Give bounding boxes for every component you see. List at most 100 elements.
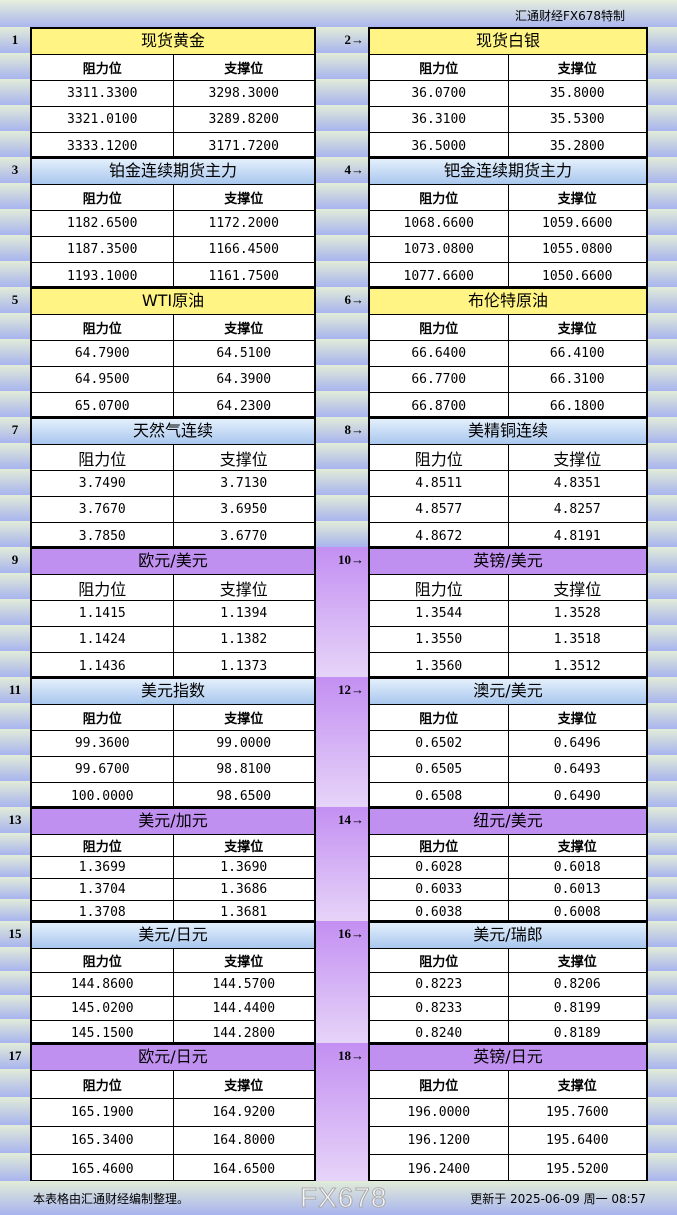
middle-divider	[316, 921, 368, 1043]
support-value: 164.8000	[212, 1133, 276, 1148]
support-header: 支撑位	[557, 62, 597, 77]
table-row: 3311.3300 3298.3000	[32, 81, 314, 107]
support-value: 4.8191	[553, 528, 601, 544]
table-row: 1.1415 1.1394	[32, 601, 314, 627]
resistance-value: 36.5000	[370, 133, 509, 159]
support-header: 支撑位	[557, 712, 597, 727]
table-row: 1073.0800 1055.0800	[370, 237, 646, 263]
resistance-value: 66.6400	[370, 341, 509, 366]
table-row: 1.3708 1.3681	[32, 901, 314, 923]
support-value: 144.2800	[212, 1025, 276, 1041]
resistance-value: 4.8511	[370, 471, 509, 496]
instrument-title: 纽元/美元	[370, 809, 646, 835]
instrument-table: 天然气连续 阻力位 支撑位 3.7490 3.7130 3.7670 3.6950 3.785…	[30, 417, 316, 549]
support-value: 64.2300	[216, 398, 272, 414]
instrument-table: 欧元/美元 阻力位 支撑位 1.1415 1.1394 1.1424 1.1382 1.143…	[30, 547, 316, 679]
resistance-value: 1193.1000	[32, 263, 174, 289]
support-header: 支撑位	[224, 840, 264, 855]
support-header: 支撑位	[224, 62, 264, 77]
resistance-value: 144.8600	[32, 973, 174, 996]
instrument-number: 7	[11, 422, 19, 437]
support-value: 3289.8200	[208, 112, 279, 127]
support-value: 3298.3000	[208, 86, 279, 101]
resistance-value: 1.3544	[370, 601, 509, 626]
support-value: 1.3518	[553, 632, 601, 647]
table-row: 64.7900 64.5100	[32, 341, 314, 367]
column-header-row: 阻力位 支撑位	[32, 949, 314, 973]
table-row: 99.6700 98.8100	[32, 757, 314, 783]
resistance-value: 0.6505	[370, 757, 509, 782]
resistance-header: 阻力位	[370, 185, 509, 210]
support-value: 1161.7500	[208, 268, 279, 284]
resistance-value: 1.3704	[32, 879, 174, 900]
update-time: 更新于 2025-06-09 周一 08:57	[470, 1192, 646, 1206]
resistance-value: 0.8223	[370, 973, 509, 996]
support-value: 0.6018	[553, 860, 601, 875]
middle-divider	[316, 1043, 368, 1181]
support-header: 支撑位	[219, 449, 268, 469]
support-value: 4.8257	[553, 502, 601, 517]
column-header-row: 阻力位 支撑位	[32, 835, 314, 857]
support-value: 1.1394	[220, 606, 268, 621]
support-value: 195.6400	[545, 1133, 609, 1148]
instrument-table: 美元指数 阻力位 支撑位 99.3600 99.0000 99.6700 98.8100 10…	[30, 677, 316, 809]
table-row: 196.2400 195.5200	[370, 1155, 646, 1183]
instrument-table: 钯金连续期货主力 阻力位 支撑位 1068.6600 1059.6600 1073.080…	[368, 157, 648, 289]
table-row: 99.3600 99.0000	[32, 731, 314, 757]
middle-divider	[316, 807, 368, 921]
support-value: 144.4400	[212, 1001, 276, 1016]
support-value: 1.3690	[220, 860, 268, 875]
resistance-value: 64.7900	[32, 341, 174, 366]
instrument-table: 美元/加元 阻力位 支撑位 1.3699 1.3690 1.3704 1.3686 1.370…	[30, 807, 316, 923]
resistance-value: 1.1436	[32, 653, 174, 679]
resistance-value: 1.3699	[32, 857, 174, 878]
instrument-title: 英镑/日元	[370, 1045, 646, 1071]
instrument-number: 6→	[344, 292, 365, 307]
resistance-value: 36.3100	[370, 107, 509, 132]
support-value: 1166.4500	[208, 242, 279, 257]
resistance-value: 145.0200	[32, 997, 174, 1020]
table-row: 64.9500 64.3900	[32, 367, 314, 393]
instrument-number: 18→	[338, 1048, 364, 1063]
table-row: 3.7670 3.6950	[32, 497, 314, 523]
support-header: 支撑位	[224, 1079, 264, 1094]
instrument-number: 1	[11, 32, 19, 47]
support-value: 35.8000	[549, 86, 605, 101]
resistance-value: 1077.6600	[370, 263, 509, 289]
resistance-value: 99.3600	[32, 731, 174, 756]
instrument-table: 欧元/日元 阻力位 支撑位 165.1900 164.9200 165.3400 164.8…	[30, 1043, 316, 1183]
instrument-number: 2→	[344, 32, 365, 47]
table-row: 3321.0100 3289.8200	[32, 107, 314, 133]
resistance-value: 1.1415	[32, 601, 174, 626]
support-value: 1.1373	[220, 658, 268, 674]
resistance-value: 100.0000	[32, 783, 174, 809]
column-header-row: 阻力位 支撑位	[32, 315, 314, 341]
instrument-title: 美精铜连续	[370, 419, 646, 445]
instrument-number: 8→	[344, 422, 365, 437]
resistance-value: 1.3708	[32, 901, 174, 923]
support-value: 1.3512	[553, 658, 601, 674]
support-value: 3.6770	[220, 528, 268, 544]
column-header-row: 阻力位 支撑位	[370, 575, 646, 601]
instrument-title: 欧元/日元	[32, 1045, 314, 1071]
support-value: 164.9200	[212, 1105, 276, 1120]
resistance-value: 165.1900	[32, 1099, 174, 1126]
table-row: 0.6505 0.6493	[370, 757, 646, 783]
resistance-value: 1.3560	[370, 653, 509, 679]
resistance-header: 阻力位	[370, 949, 509, 972]
resistance-value: 1.1424	[32, 627, 174, 652]
column-header-row: 阻力位 支撑位	[32, 705, 314, 731]
instrument-title: 钯金连续期货主力	[370, 159, 646, 185]
resistance-header: 阻力位	[32, 185, 174, 210]
instrument-number: 14→	[338, 812, 364, 827]
table-row: 165.1900 164.9200	[32, 1099, 314, 1127]
resistance-header: 阻力位	[370, 835, 509, 856]
resistance-value: 66.8700	[370, 393, 509, 419]
support-value: 0.8189	[553, 1025, 601, 1041]
column-header-row: 阻力位 支撑位	[32, 185, 314, 211]
resistance-value: 3333.1200	[32, 133, 174, 159]
resistance-header: 阻力位	[32, 1071, 174, 1098]
resistance-value: 1187.3500	[32, 237, 174, 262]
table-row: 165.4600 164.6500	[32, 1155, 314, 1183]
resistance-value: 1068.6600	[370, 211, 509, 236]
